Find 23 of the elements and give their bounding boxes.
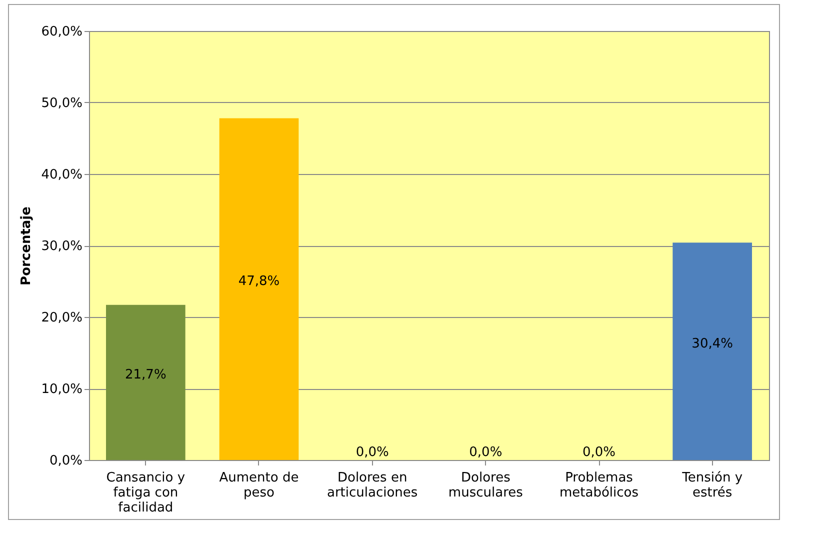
bar bbox=[219, 118, 299, 460]
y-axis-title: Porcentaje bbox=[19, 206, 34, 286]
x-tick-label: Dolores musculares bbox=[448, 470, 524, 500]
x-tick-label: Problemas metabólicos bbox=[559, 470, 639, 500]
data-label: 30,4% bbox=[692, 336, 733, 352]
x-tick-label: Aumento de peso bbox=[219, 470, 299, 500]
y-tick-label: 60,0% bbox=[41, 24, 82, 40]
x-tick-label: Dolores en articulaciones bbox=[326, 470, 418, 500]
bar bbox=[672, 242, 752, 460]
bar bbox=[106, 304, 186, 460]
data-label: 21,7% bbox=[125, 367, 166, 382]
data-label: 47,8% bbox=[238, 274, 280, 290]
y-tick-label: 40,0% bbox=[41, 168, 82, 182]
data-label: 0,0% bbox=[356, 445, 389, 460]
y-tick-label: 30,0% bbox=[41, 239, 82, 254]
data-label: 0,0% bbox=[582, 445, 616, 460]
x-tick-label: Tensión y estrés bbox=[681, 470, 743, 500]
y-tick-label: 50,0% bbox=[41, 96, 82, 111]
data-label: 0,0% bbox=[469, 445, 502, 460]
y-tick-label: 20,0% bbox=[41, 310, 82, 326]
x-tick-label: Cansancio y fatiga con facilidad bbox=[106, 470, 186, 516]
y-tick-label: 10,0% bbox=[41, 382, 82, 397]
y-tick-label: 0,0% bbox=[49, 454, 82, 468]
